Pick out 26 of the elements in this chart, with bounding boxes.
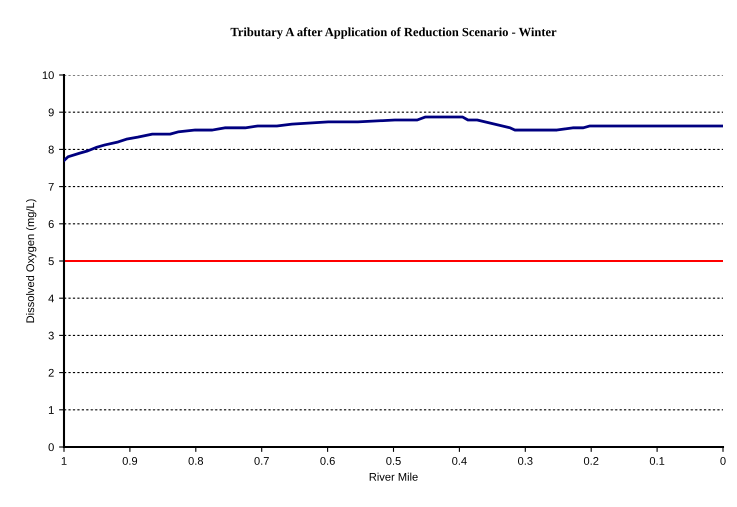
y-tick-label: 6 [48,220,54,228]
y-tick-label: 5 [48,257,54,266]
y-tick-label: 4 [48,294,54,302]
x-tick-label: 0.2 [584,457,598,465]
x-tick-label: 0.1 [650,457,664,465]
x-tick-label: 1 [62,457,67,465]
x-tick-label: 0.9 [122,457,138,465]
x-axis-title: River Mile [370,472,418,481]
x-tick-label: 0 [720,457,726,465]
y-tick-label: 10 [42,71,54,80]
y-tick-label: 9 [48,108,54,116]
y-axis-title: Dissolved Oxygen (mg/L) [26,199,36,322]
x-tick-label: 0.4 [452,457,467,465]
y-tick-label: 7 [48,182,54,191]
line-series [64,116,723,162]
y-tick-label: 0 [48,443,54,452]
y-tick-label: 3 [48,332,54,340]
x-tick-label: 0.3 [518,457,533,465]
y-tick-label: 2 [48,368,54,377]
x-tick-label: 0.6 [320,457,335,465]
y-tick-label: 1 [48,406,54,414]
x-tick-label: 0.8 [188,457,204,465]
x-tick-label: 0.7 [254,457,269,465]
y-tick-label: 8 [48,146,54,154]
x-tick-label: 0.5 [386,457,401,465]
chart-title: Tributary A after Application of Reduction Scenario - Winter [230,27,556,39]
